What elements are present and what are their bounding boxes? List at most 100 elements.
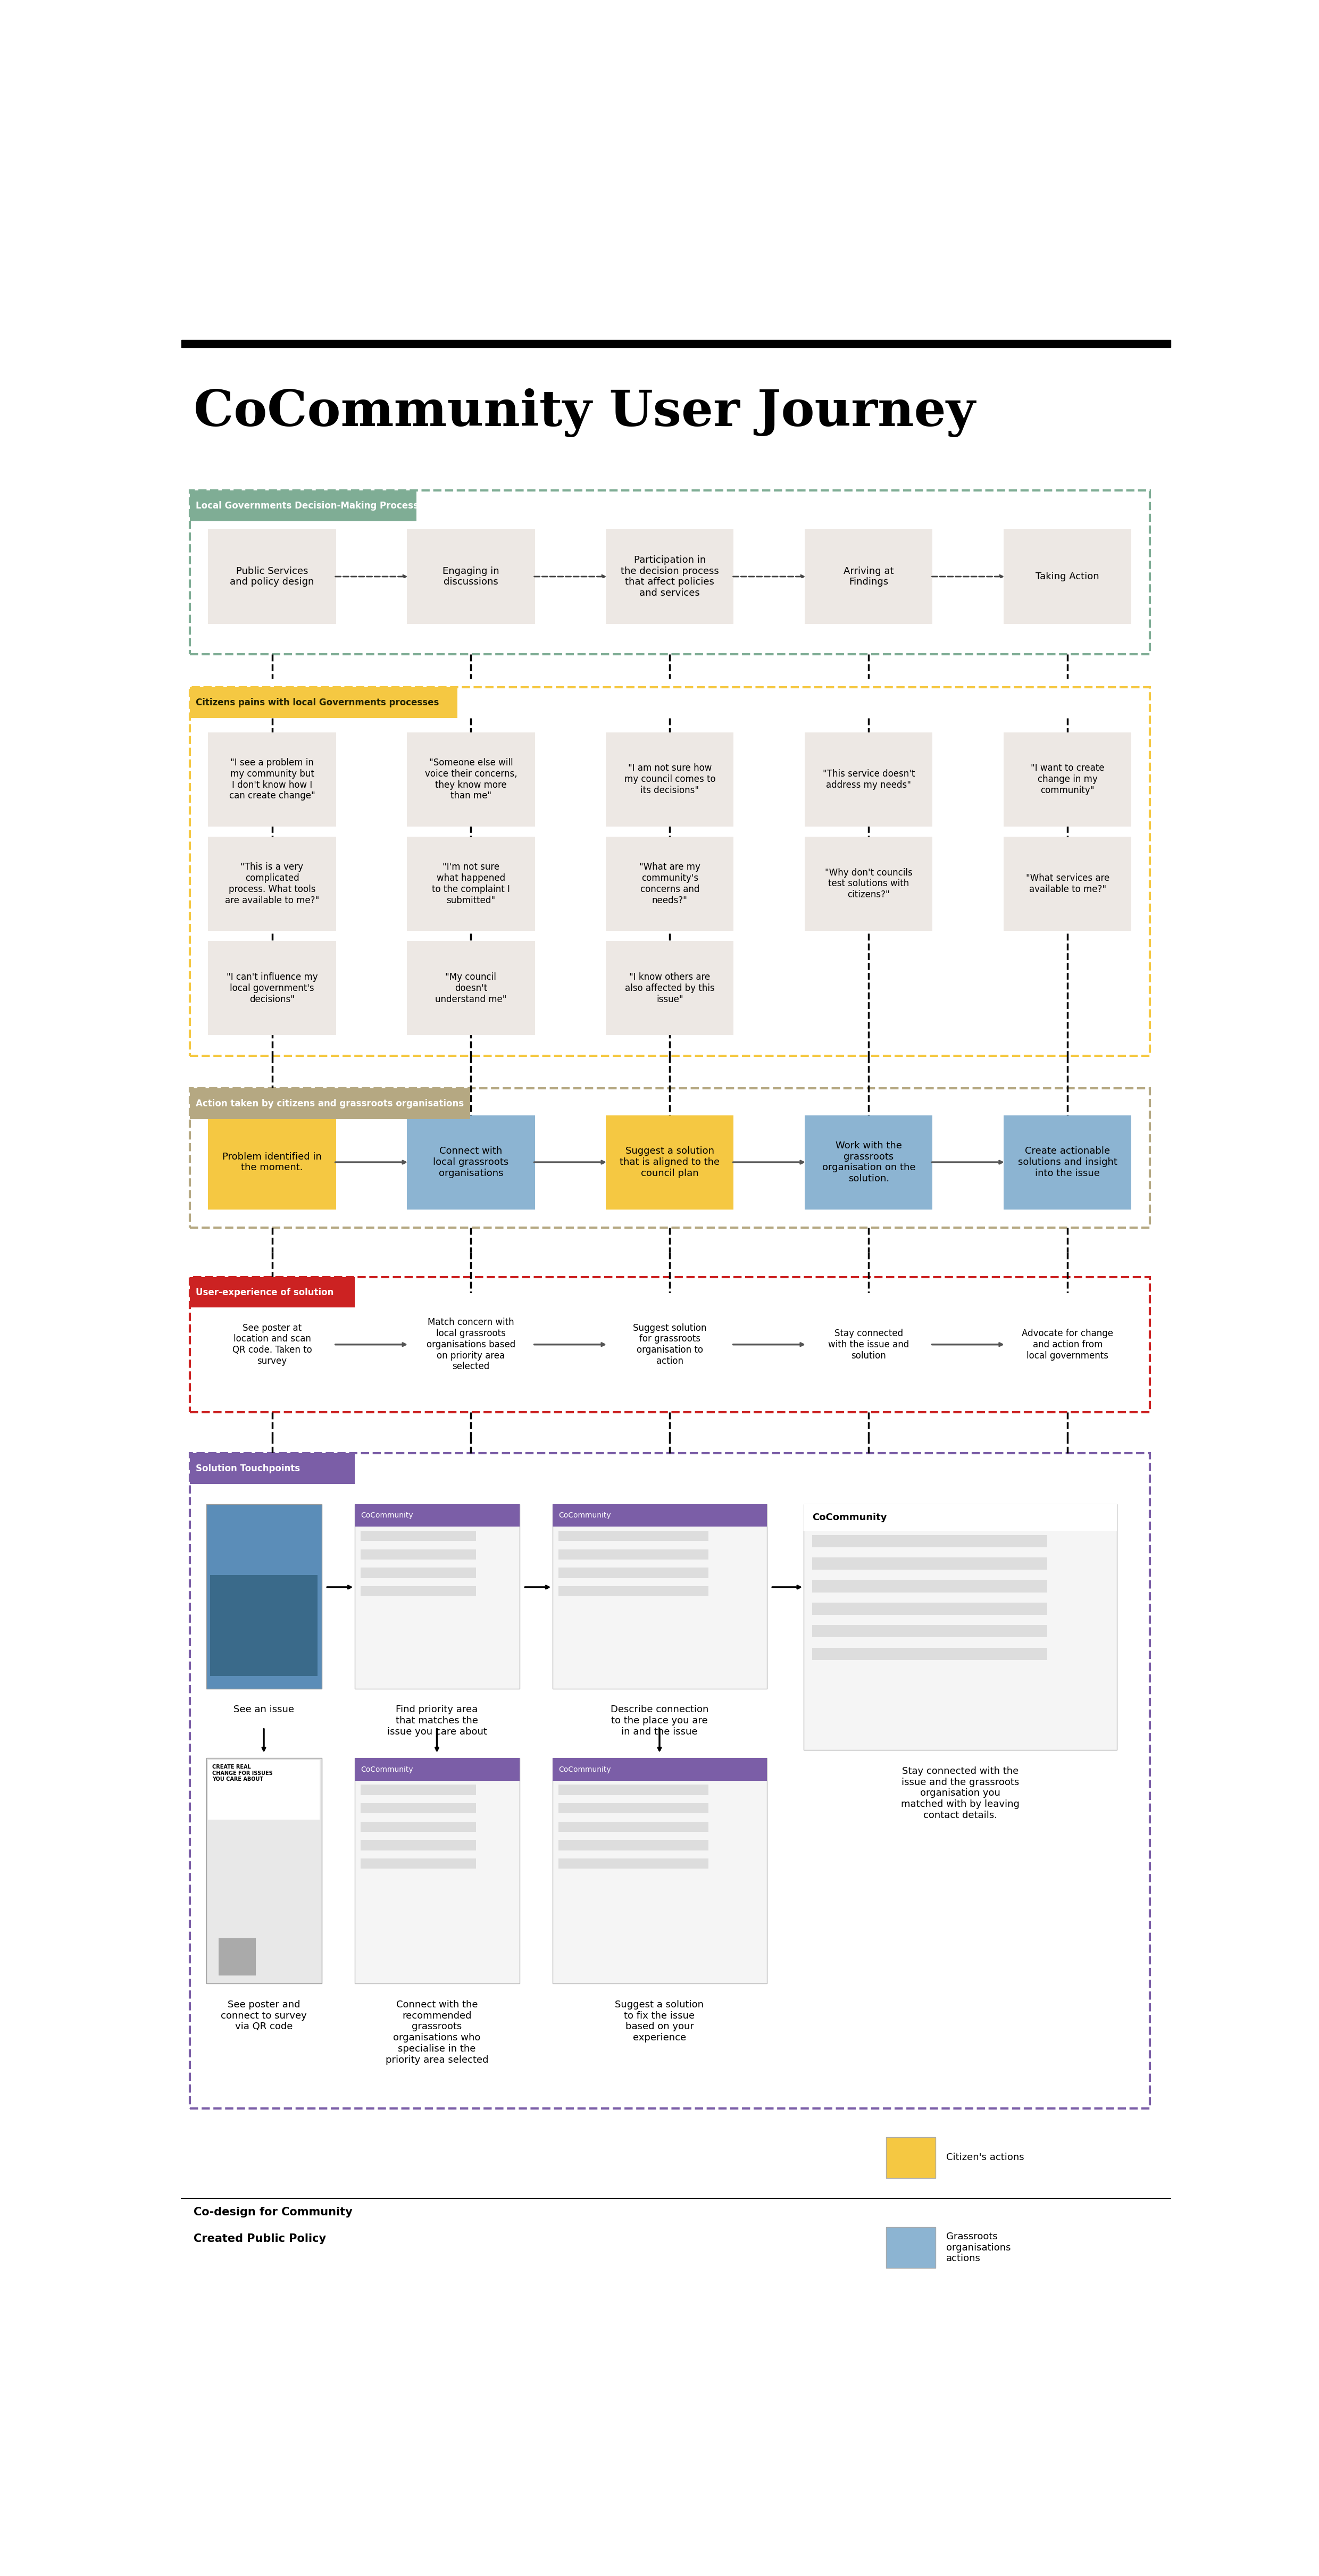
Text: Participation in
the decision process
that affect policies
and services: Participation in the decision process th… bbox=[621, 556, 719, 598]
Text: "I can't influence my
local government's
decisions": "I can't influence my local government's… bbox=[227, 971, 318, 1005]
Bar bbox=[558, 1803, 708, 1814]
FancyBboxPatch shape bbox=[886, 2138, 935, 2177]
Bar bbox=[813, 1579, 1047, 1592]
Text: "My council
doesn't
understand me": "My council doesn't understand me" bbox=[435, 971, 506, 1005]
FancyBboxPatch shape bbox=[605, 940, 733, 1036]
FancyBboxPatch shape bbox=[1004, 1115, 1132, 1208]
FancyBboxPatch shape bbox=[553, 1759, 766, 1984]
Text: "I see a problem in
my community but
I don't know how I
can create change": "I see a problem in my community but I d… bbox=[230, 757, 315, 801]
Text: Find priority area
that matches the
issue you care about: Find priority area that matches the issu… bbox=[386, 1705, 487, 1736]
Text: CoCommunity: CoCommunity bbox=[360, 1512, 413, 1520]
Text: Citizens pains with local Governments processes: Citizens pains with local Governments pr… bbox=[195, 698, 439, 708]
Text: "This is a very
complicated
process. What tools
are available to me?": "This is a very complicated process. Wha… bbox=[226, 863, 319, 904]
Bar bbox=[558, 1857, 708, 1868]
Text: Engaging in
discussions: Engaging in discussions bbox=[443, 567, 500, 587]
Bar bbox=[182, 340, 1171, 348]
FancyBboxPatch shape bbox=[408, 1115, 534, 1208]
FancyBboxPatch shape bbox=[408, 531, 534, 623]
FancyBboxPatch shape bbox=[355, 1504, 520, 1528]
Text: Local Governments Decision-Making Process: Local Governments Decision-Making Proces… bbox=[195, 502, 418, 510]
Bar bbox=[813, 1558, 1047, 1569]
FancyBboxPatch shape bbox=[1004, 1293, 1132, 1396]
Bar bbox=[360, 1587, 476, 1597]
FancyBboxPatch shape bbox=[408, 940, 534, 1036]
Bar bbox=[360, 1548, 476, 1558]
Bar bbox=[210, 1574, 318, 1677]
Text: "What are my
community's
concerns and
needs?": "What are my community's concerns and ne… bbox=[640, 863, 700, 904]
Bar bbox=[360, 1803, 476, 1814]
Text: Describe connection
to the place you are
in and the issue: Describe connection to the place you are… bbox=[611, 1705, 708, 1736]
Text: See an issue: See an issue bbox=[233, 1705, 294, 1716]
Bar bbox=[360, 1569, 476, 1579]
FancyBboxPatch shape bbox=[190, 1453, 355, 1484]
Text: Suggest a solution
that is aligned to the
council plan: Suggest a solution that is aligned to th… bbox=[620, 1146, 720, 1177]
FancyBboxPatch shape bbox=[208, 940, 336, 1036]
Text: See poster at
location and scan
QR code. Taken to
survey: See poster at location and scan QR code.… bbox=[232, 1324, 311, 1365]
Text: Advocate for change
and action from
local governments: Advocate for change and action from loca… bbox=[1022, 1329, 1113, 1360]
FancyBboxPatch shape bbox=[605, 531, 733, 623]
Text: CREATE REAL
CHANGE FOR ISSUES
YOU CARE ABOUT: CREATE REAL CHANGE FOR ISSUES YOU CARE A… bbox=[212, 1765, 273, 1783]
Text: "I am not sure how
my council comes to
its decisions": "I am not sure how my council comes to i… bbox=[624, 762, 715, 796]
Text: Match concern with
local grassroots
organisations based
on priority area
selecte: Match concern with local grassroots orga… bbox=[426, 1316, 516, 1370]
Bar bbox=[208, 1759, 319, 1819]
FancyBboxPatch shape bbox=[206, 1504, 322, 1687]
Text: "I know others are
also affected by this
issue": "I know others are also affected by this… bbox=[625, 971, 715, 1005]
Text: Taking Action: Taking Action bbox=[1035, 572, 1099, 582]
FancyBboxPatch shape bbox=[355, 1504, 520, 1687]
Bar bbox=[558, 1530, 708, 1540]
FancyBboxPatch shape bbox=[605, 837, 733, 930]
Bar bbox=[360, 1839, 476, 1850]
Text: "Why don't councils
test solutions with
citizens?": "Why don't councils test solutions with … bbox=[824, 868, 913, 899]
Bar bbox=[813, 1602, 1047, 1615]
Text: "This service doesn't
address my needs": "This service doesn't address my needs" bbox=[823, 770, 915, 791]
Bar bbox=[558, 1785, 708, 1795]
Text: CoCommunity: CoCommunity bbox=[558, 1765, 611, 1772]
FancyBboxPatch shape bbox=[355, 1759, 520, 1984]
Text: See poster and
connect to survey
via QR code: See poster and connect to survey via QR … bbox=[220, 1999, 307, 2032]
Bar bbox=[813, 1649, 1047, 1659]
Text: "What services are
available to me?": "What services are available to me?" bbox=[1026, 873, 1109, 894]
Bar bbox=[219, 1937, 256, 1976]
FancyBboxPatch shape bbox=[206, 1759, 322, 1984]
FancyBboxPatch shape bbox=[208, 732, 336, 827]
FancyBboxPatch shape bbox=[1004, 837, 1132, 930]
Bar bbox=[558, 1548, 708, 1558]
Text: Public Services
and policy design: Public Services and policy design bbox=[230, 567, 314, 587]
FancyBboxPatch shape bbox=[1004, 732, 1132, 827]
Bar bbox=[360, 1821, 476, 1832]
Bar bbox=[558, 1587, 708, 1597]
Bar bbox=[558, 1821, 708, 1832]
Text: Stay connected
with the issue and
solution: Stay connected with the issue and soluti… bbox=[828, 1329, 909, 1360]
FancyBboxPatch shape bbox=[408, 1293, 534, 1396]
FancyBboxPatch shape bbox=[605, 732, 733, 827]
Bar bbox=[813, 1625, 1047, 1638]
FancyBboxPatch shape bbox=[190, 489, 417, 520]
FancyBboxPatch shape bbox=[190, 1278, 355, 1309]
FancyBboxPatch shape bbox=[805, 531, 933, 623]
Bar bbox=[558, 1569, 708, 1579]
Text: Stay connected with the
issue and the grassroots
organisation you
matched with b: Stay connected with the issue and the gr… bbox=[901, 1767, 1020, 1821]
Text: Connect with
local grassroots
organisations: Connect with local grassroots organisati… bbox=[433, 1146, 509, 1177]
FancyBboxPatch shape bbox=[805, 837, 933, 930]
Text: Solution Touchpoints: Solution Touchpoints bbox=[195, 1463, 301, 1473]
FancyBboxPatch shape bbox=[1004, 531, 1132, 623]
Text: Grassroots
organisations
actions: Grassroots organisations actions bbox=[946, 2231, 1010, 2264]
Text: Create actionable
solutions and insight
into the issue: Create actionable solutions and insight … bbox=[1018, 1146, 1117, 1177]
Text: CoCommunity: CoCommunity bbox=[558, 1512, 611, 1520]
Bar bbox=[360, 1785, 476, 1795]
Text: Suggest a solution
to fix the issue
based on your
experience: Suggest a solution to fix the issue base… bbox=[615, 1999, 704, 2043]
Text: CoCommunity: CoCommunity bbox=[813, 1512, 886, 1522]
Text: Citizen's actions: Citizen's actions bbox=[946, 2154, 1024, 2161]
FancyBboxPatch shape bbox=[605, 1293, 733, 1396]
Text: Co-design for Community: Co-design for Community bbox=[194, 2208, 352, 2218]
FancyBboxPatch shape bbox=[355, 1759, 520, 1780]
Text: "I want to create
change in my
community": "I want to create change in my community… bbox=[1030, 762, 1104, 796]
Text: Created Public Policy: Created Public Policy bbox=[194, 2233, 326, 2244]
Text: Action taken by citizens and grassroots organisations: Action taken by citizens and grassroots … bbox=[195, 1100, 464, 1108]
FancyBboxPatch shape bbox=[803, 1504, 1117, 1530]
Text: Work with the
grassroots
organisation on the
solution.: Work with the grassroots organisation on… bbox=[822, 1141, 915, 1182]
FancyBboxPatch shape bbox=[408, 837, 534, 930]
Text: Problem identified in
the moment.: Problem identified in the moment. bbox=[223, 1151, 322, 1172]
FancyBboxPatch shape bbox=[208, 1293, 336, 1396]
Text: Connect with the
recommended
grassroots
organisations who
specialise in the
prio: Connect with the recommended grassroots … bbox=[385, 1999, 488, 2066]
